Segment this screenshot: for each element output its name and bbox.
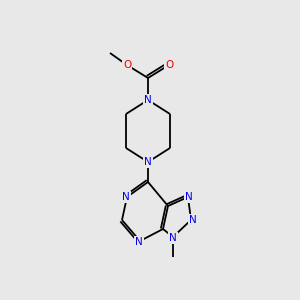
Text: O: O — [165, 60, 173, 70]
Text: N: N — [144, 95, 152, 105]
Text: N: N — [189, 215, 197, 225]
Text: N: N — [185, 192, 193, 202]
Text: N: N — [135, 237, 143, 247]
Text: N: N — [122, 192, 130, 202]
Text: N: N — [144, 157, 152, 167]
Text: N: N — [169, 233, 177, 243]
Text: O: O — [123, 60, 131, 70]
